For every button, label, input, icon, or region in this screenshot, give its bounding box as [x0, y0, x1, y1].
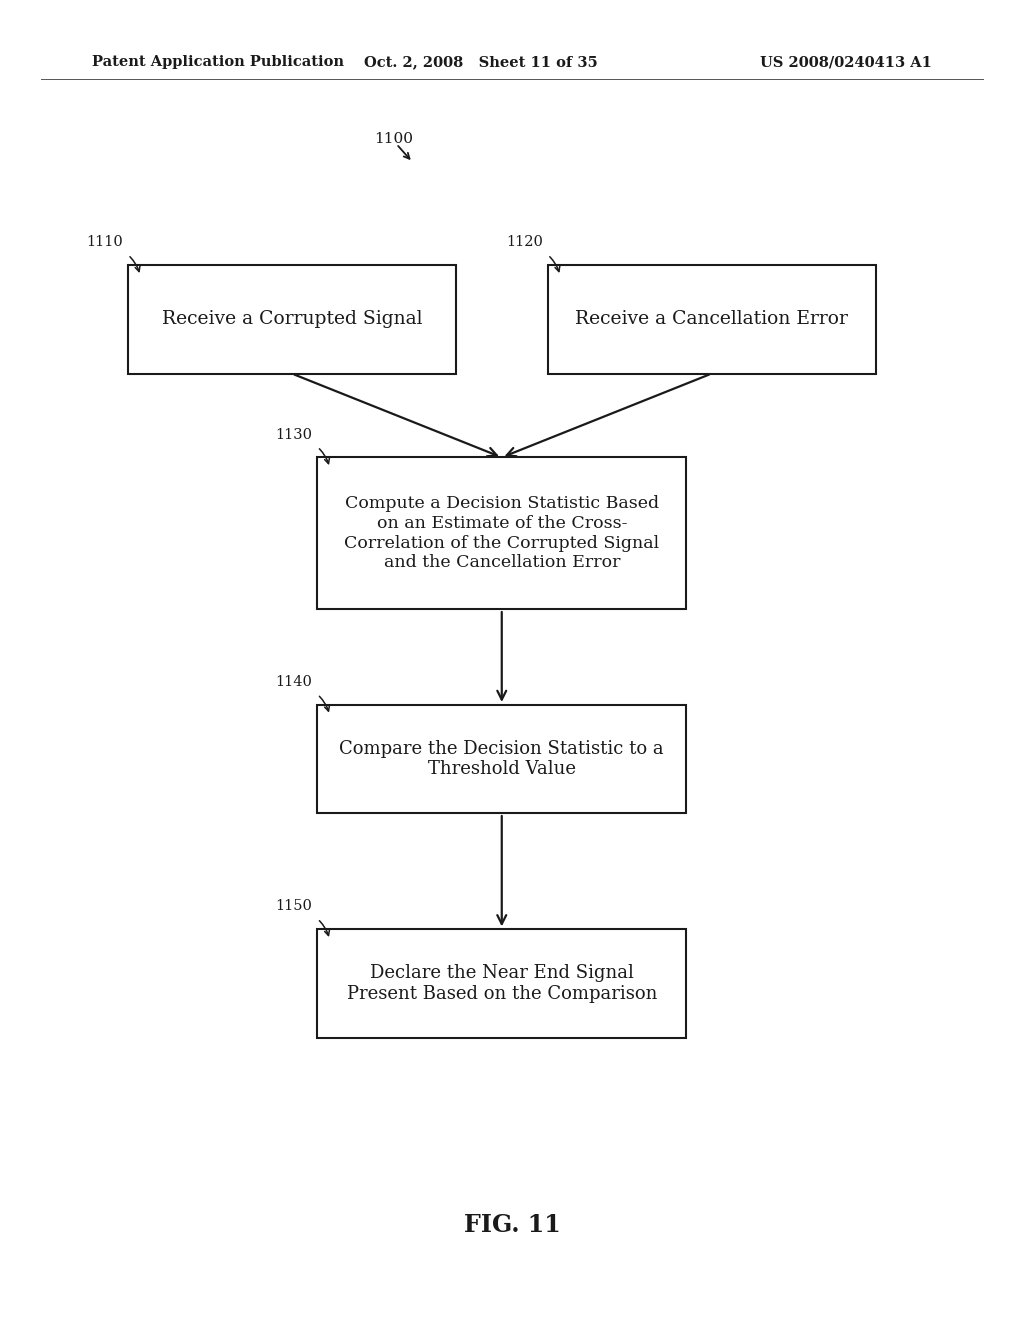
Text: Declare the Near End Signal
Present Based on the Comparison: Declare the Near End Signal Present Base…	[346, 964, 657, 1003]
Text: 1150: 1150	[275, 899, 312, 913]
FancyBboxPatch shape	[317, 929, 686, 1038]
Text: Compare the Decision Statistic to a
Threshold Value: Compare the Decision Statistic to a Thre…	[339, 739, 665, 779]
FancyBboxPatch shape	[128, 265, 456, 374]
Text: US 2008/0240413 A1: US 2008/0240413 A1	[760, 55, 932, 69]
Text: 1100: 1100	[374, 132, 413, 145]
Text: Compute a Decision Statistic Based
on an Estimate of the Cross-
Correlation of t: Compute a Decision Statistic Based on an…	[344, 495, 659, 572]
Text: Receive a Corrupted Signal: Receive a Corrupted Signal	[162, 310, 422, 329]
Text: Oct. 2, 2008   Sheet 11 of 35: Oct. 2, 2008 Sheet 11 of 35	[365, 55, 598, 69]
Text: 1120: 1120	[506, 235, 543, 249]
Text: 1140: 1140	[275, 675, 312, 689]
Text: 1130: 1130	[275, 428, 312, 441]
FancyBboxPatch shape	[548, 265, 876, 374]
Text: Patent Application Publication: Patent Application Publication	[92, 55, 344, 69]
Text: FIG. 11: FIG. 11	[464, 1213, 560, 1237]
Text: 1110: 1110	[86, 235, 123, 249]
FancyBboxPatch shape	[317, 705, 686, 813]
Text: Receive a Cancellation Error: Receive a Cancellation Error	[575, 310, 848, 329]
FancyBboxPatch shape	[317, 458, 686, 610]
